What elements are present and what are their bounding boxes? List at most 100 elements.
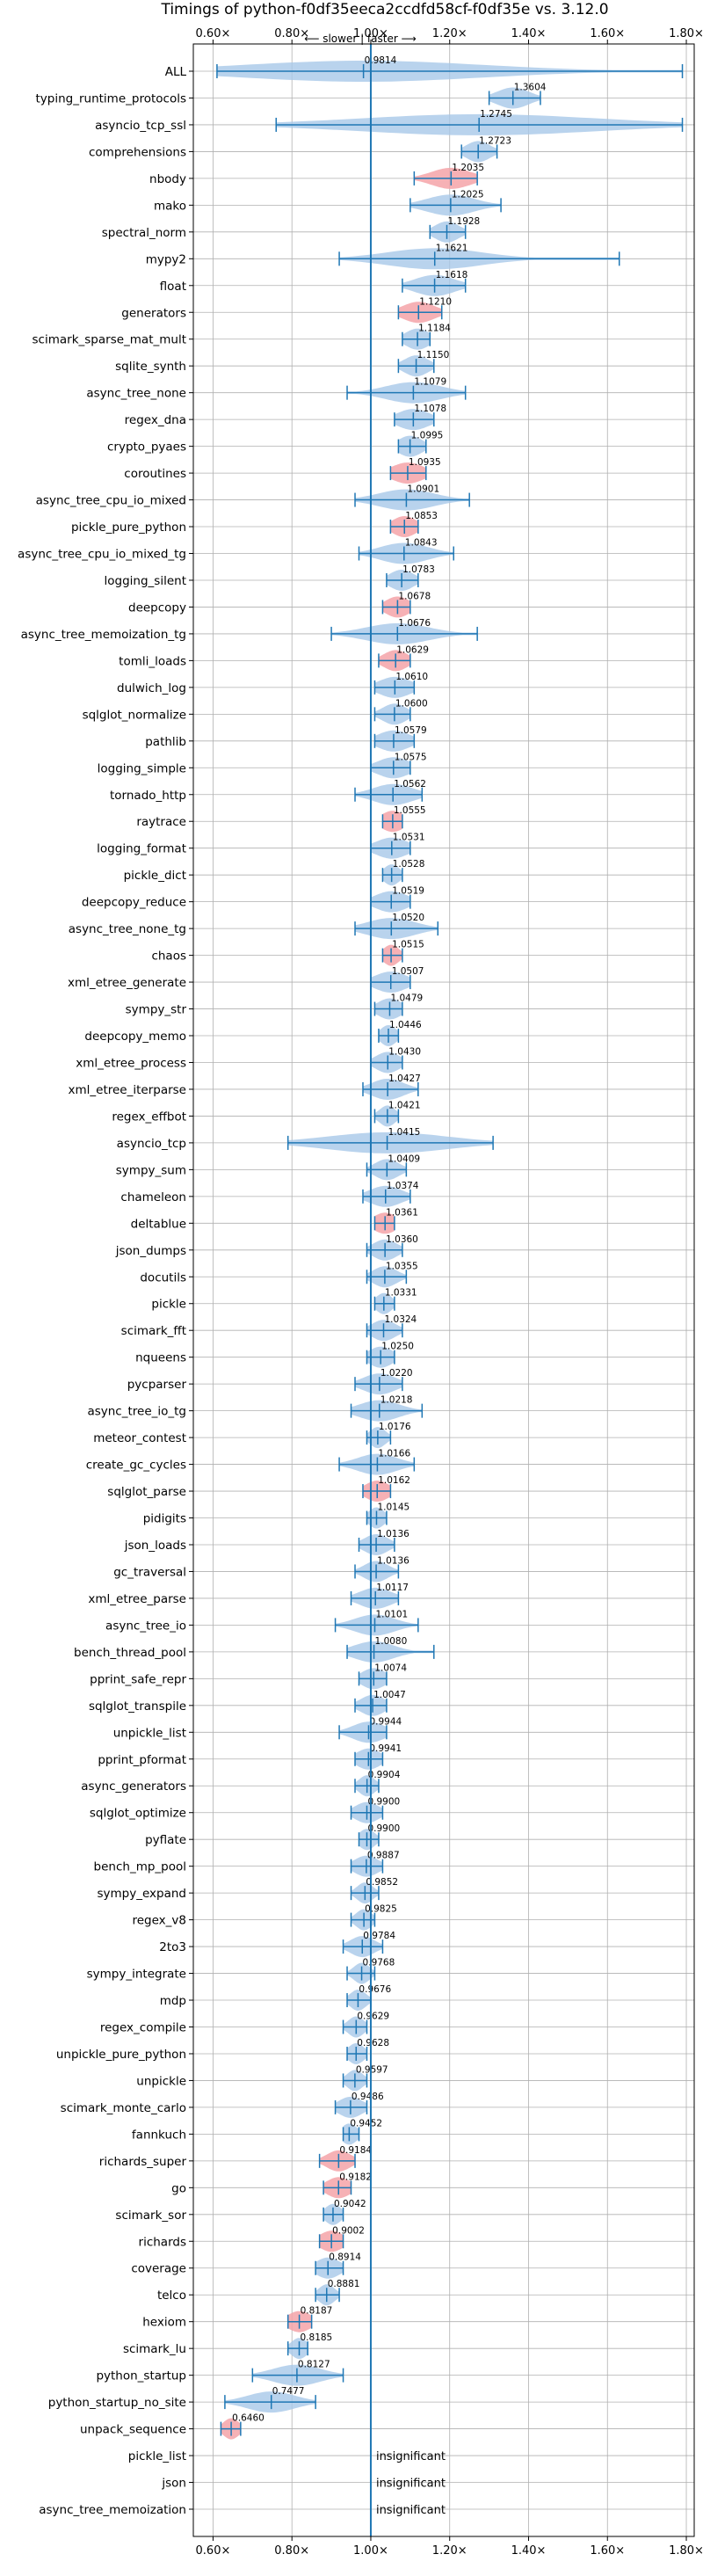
value-label: 1.0935 xyxy=(409,457,441,468)
value-label: 1.0331 xyxy=(385,1288,417,1299)
value-label: 0.9184 xyxy=(339,2145,372,2156)
value-label: 1.0427 xyxy=(388,1073,421,1084)
row-label: gc_traversal xyxy=(113,1565,186,1579)
row-label: async_tree_memoization xyxy=(39,2503,186,2517)
row-label: pickle_pure_python xyxy=(71,520,186,535)
value-label: 1.2745 xyxy=(480,109,512,120)
row-label: tornado_http xyxy=(110,789,186,803)
value-label: 1.0600 xyxy=(395,698,428,709)
value-label: 1.0853 xyxy=(405,511,438,521)
value-label: 1.0783 xyxy=(402,564,435,575)
value-label: 1.0843 xyxy=(405,538,438,549)
value-label: 0.9628 xyxy=(357,2038,389,2048)
row-label: richards_super xyxy=(99,2155,187,2169)
value-label: 1.0101 xyxy=(376,1609,409,1619)
value-label: 0.7477 xyxy=(272,2386,305,2397)
value-label: 0.9452 xyxy=(350,2118,382,2128)
row-label: sympy_expand xyxy=(97,1887,186,1901)
row-label: regex_effbot xyxy=(112,1110,186,1124)
row-label: json_dumps xyxy=(115,1244,186,1258)
value-label: 0.9944 xyxy=(369,1716,402,1727)
value-label: 1.0324 xyxy=(385,1314,417,1325)
value-label: 1.0361 xyxy=(386,1207,418,1218)
row-label: unpickle xyxy=(136,2074,186,2088)
row-label: tomli_loads xyxy=(119,654,186,668)
row-label: meteor_contest xyxy=(93,1431,186,1445)
value-label: 1.0575 xyxy=(395,752,427,762)
row-label: sqlglot_transpile xyxy=(89,1699,186,1714)
value-label: 1.0562 xyxy=(394,779,426,790)
insignificant-label: insignificant xyxy=(376,2450,446,2463)
tick-label-top: 1.80× xyxy=(669,27,703,40)
value-label: 1.0579 xyxy=(395,725,427,736)
value-label: 0.9814 xyxy=(365,55,397,66)
row-label: async_tree_io_tg xyxy=(87,1405,186,1419)
row-label: async_tree_memoization_tg xyxy=(21,628,186,642)
tick-label-bottom: 0.80× xyxy=(274,2544,309,2558)
value-label: 0.9002 xyxy=(332,2225,365,2236)
value-label: 1.1618 xyxy=(436,270,468,280)
value-label: 0.9941 xyxy=(369,1743,402,1754)
row-label: deepcopy xyxy=(128,600,186,615)
row-label: pycparser xyxy=(127,1378,187,1392)
row-label: spectral_norm xyxy=(102,226,186,240)
row-label: xml_etree_process xyxy=(76,1056,186,1070)
row-label: pickle_list xyxy=(128,2449,186,2463)
value-label: 1.1150 xyxy=(417,350,450,360)
row-label: regex_v8 xyxy=(132,1914,186,1928)
value-label: 0.9825 xyxy=(365,1904,397,1915)
row-label: nbody xyxy=(149,172,186,186)
row-label: python_startup_no_site xyxy=(48,2396,186,2410)
value-label: 1.0555 xyxy=(394,805,426,816)
value-label: 1.2035 xyxy=(452,163,484,173)
row-label: logging_simple xyxy=(98,761,186,775)
value-label: 1.0145 xyxy=(377,1503,409,1513)
row-label: async_tree_io xyxy=(105,1619,186,1633)
value-label: 0.9597 xyxy=(356,2064,388,2075)
tick-label-top: 1.40× xyxy=(511,27,547,40)
value-label: 1.1079 xyxy=(414,377,446,388)
tick-label-bottom: 1.20× xyxy=(432,2544,467,2558)
value-label: 1.0136 xyxy=(377,1529,409,1539)
row-label: sqlite_synth xyxy=(115,360,186,374)
row-label: hexiom xyxy=(142,2316,186,2330)
row-label: regex_dna xyxy=(125,413,186,427)
value-label: 0.9676 xyxy=(359,1984,391,1995)
row-label: coverage xyxy=(131,2262,186,2276)
row-label: pickle xyxy=(151,1298,186,1312)
value-label: 1.0531 xyxy=(393,833,425,843)
insignificant-label: insignificant xyxy=(376,2504,446,2517)
row-label: chameleon xyxy=(120,1190,186,1204)
row-label: json_loads xyxy=(124,1539,186,1553)
row-label: async_generators xyxy=(81,1779,186,1794)
row-label: nqueens xyxy=(135,1351,186,1365)
tick-label-top: 1.20× xyxy=(432,27,467,40)
row-label: ALL xyxy=(165,65,187,79)
row-label: unpack_sequence xyxy=(80,2423,186,2437)
row-label: sqlglot_normalize xyxy=(83,708,186,722)
value-label: 1.0220 xyxy=(380,1368,413,1379)
row-label: pprint_pformat xyxy=(98,1753,186,1767)
row-label: xml_etree_generate xyxy=(68,976,186,990)
tick-label-bottom: 1.80× xyxy=(669,2544,703,2558)
value-label: 1.0047 xyxy=(373,1690,406,1700)
value-label: 1.3604 xyxy=(514,82,547,92)
value-label: 1.0421 xyxy=(388,1100,421,1110)
row-label: create_gc_cycles xyxy=(86,1459,186,1473)
row-label: regex_compile xyxy=(100,2020,186,2034)
value-label: 0.9486 xyxy=(352,2092,384,2102)
row-label: python_startup xyxy=(96,2369,186,2383)
value-label: 1.0446 xyxy=(389,1020,422,1030)
row-label: mypy2 xyxy=(146,252,186,266)
row-label: raytrace xyxy=(136,815,186,829)
value-label: 1.0678 xyxy=(398,591,431,601)
plot-area-frame xyxy=(192,43,695,2537)
value-label: 0.9900 xyxy=(367,1797,400,1808)
row-label: crypto_pyaes xyxy=(107,440,186,455)
row-label: async_tree_cpu_io_mixed xyxy=(36,494,186,508)
chart-title: Timings of python-f0df35eeca2ccdfd58cf-f… xyxy=(160,1,608,18)
row-label: float xyxy=(160,280,186,294)
row-label: pprint_safe_repr xyxy=(90,1672,186,1686)
row-label: telco xyxy=(157,2289,186,2303)
